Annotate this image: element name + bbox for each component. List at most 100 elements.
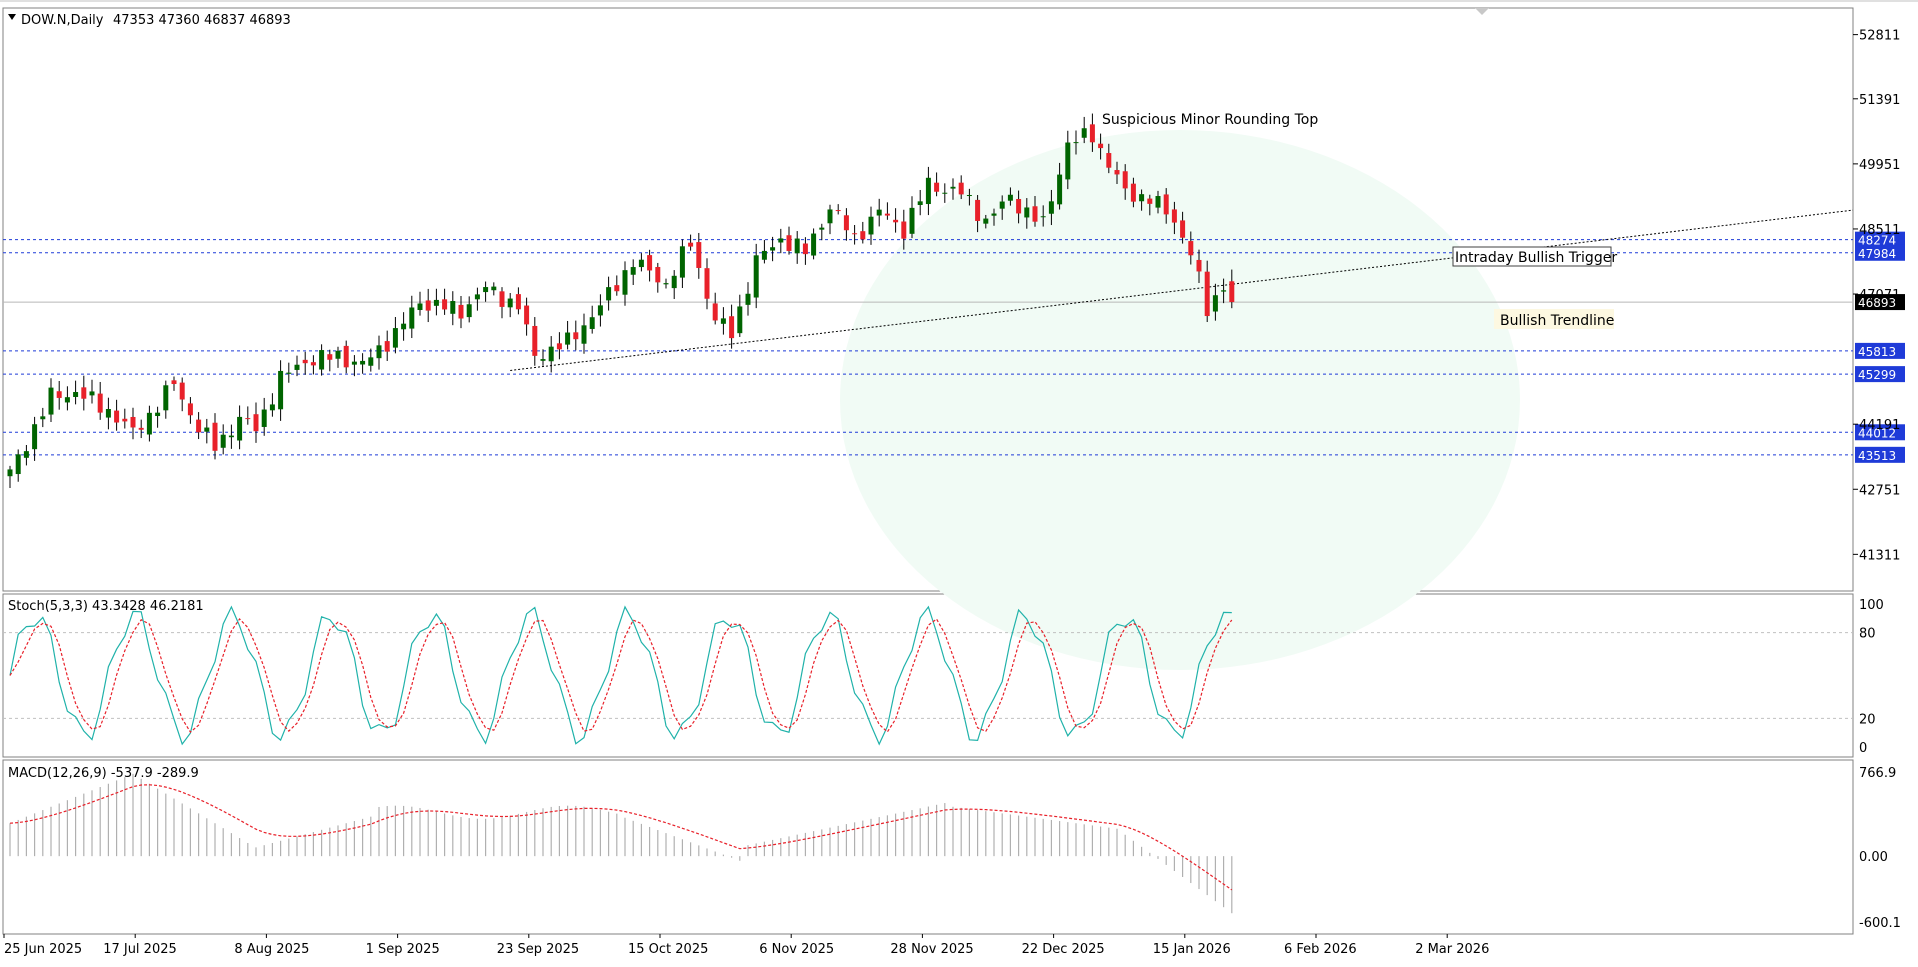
candle-down — [1130, 183, 1136, 202]
candle-up — [409, 307, 415, 329]
candle-down — [655, 266, 661, 283]
candle-down — [934, 182, 940, 192]
current-price-tag-label: 46893 — [1858, 296, 1896, 310]
date-tick-label: 15 Jan 2026 — [1153, 942, 1231, 957]
candle-up — [491, 286, 497, 291]
macd-tick-label: 0.00 — [1859, 850, 1888, 865]
candle-up — [868, 216, 874, 235]
candle-up — [507, 298, 513, 308]
level-price-tag — [1855, 366, 1905, 383]
level-price-tag — [1855, 342, 1905, 359]
candle-up — [360, 360, 366, 365]
shift-marker-icon[interactable] — [1475, 8, 1489, 15]
price-panel-frame — [2, 7, 1854, 592]
candle-down — [310, 362, 316, 366]
bullish-trendline — [510, 209, 1854, 371]
candle-up — [23, 451, 29, 458]
price-tick-label: 41311 — [1859, 548, 1900, 563]
candle-up — [679, 246, 685, 278]
candle-up — [433, 299, 439, 306]
candle-up — [548, 346, 554, 362]
candle-up — [146, 412, 152, 435]
candle-down — [532, 325, 538, 356]
candle-up — [917, 201, 923, 206]
candle-down — [56, 391, 62, 398]
candle-up — [261, 409, 267, 427]
candle-down — [114, 410, 120, 423]
macd-tick-label: 766.9 — [1859, 766, 1896, 781]
candle-up — [991, 213, 997, 216]
candle-up — [105, 408, 111, 418]
candle-up — [761, 250, 767, 260]
candle-up — [597, 305, 603, 316]
candle-up — [32, 424, 38, 450]
candles-group — [7, 113, 1235, 488]
candle-down — [97, 393, 103, 413]
stoch-panel-frame — [2, 593, 1854, 758]
level-price-tag-label: 47984 — [1858, 247, 1896, 261]
candle-down — [343, 345, 349, 368]
candle-up — [999, 201, 1005, 209]
candle-up — [1081, 128, 1087, 138]
candle-down — [122, 418, 128, 422]
candle-up — [589, 317, 595, 329]
stoch-tick-label: 0 — [1859, 741, 1867, 756]
candle-up — [1007, 194, 1013, 201]
candle-up — [622, 270, 628, 295]
candle-down — [1114, 170, 1120, 175]
candle-down — [802, 243, 808, 255]
candle-up — [237, 416, 243, 441]
stoch-main-line — [9, 605, 1232, 746]
candle-down — [901, 221, 907, 239]
candle-up — [417, 303, 423, 311]
candle-down — [975, 199, 981, 221]
candle-down — [696, 242, 702, 268]
candle-down — [1229, 281, 1235, 303]
candle-up — [73, 392, 79, 397]
candle-up — [204, 427, 210, 432]
candle-down — [860, 231, 866, 240]
candle-up — [770, 247, 776, 251]
candle-up — [983, 218, 989, 224]
candle-down — [458, 304, 464, 319]
price-tick-label: 51391 — [1859, 93, 1900, 108]
candle-down — [302, 359, 308, 364]
candle-down — [130, 416, 136, 428]
candle-down — [688, 242, 694, 247]
candle-up — [778, 238, 784, 243]
date-tick-label: 23 Sep 2025 — [497, 942, 579, 957]
candle-down — [1089, 124, 1095, 143]
candle-down — [1147, 198, 1153, 204]
date-tick-label: 8 Aug 2025 — [234, 942, 309, 957]
candle-down — [1032, 206, 1038, 222]
candle-down — [1098, 143, 1104, 149]
collapse-triangle-icon[interactable] — [8, 14, 16, 20]
level-price-tag-label: 48274 — [1858, 234, 1896, 248]
candle-up — [155, 412, 161, 417]
rounding-top-ellipse — [840, 130, 1520, 670]
candle-up — [876, 209, 882, 216]
stoch-tick-label: 20 — [1859, 712, 1876, 727]
candle-down — [515, 294, 521, 310]
date-tick-label: 6 Feb 2026 — [1284, 942, 1357, 957]
candle-up — [15, 454, 21, 475]
level-price-tag-label: 45813 — [1858, 345, 1896, 359]
candle-down — [245, 418, 251, 420]
candle-down — [556, 343, 562, 350]
candle-down — [425, 300, 431, 311]
candle-up — [1139, 194, 1145, 202]
candle-down — [196, 419, 202, 433]
candle-down — [171, 380, 177, 385]
trigger-annotation: Intraday Bullish Trigger — [1455, 250, 1617, 266]
date-tick-label: 28 Nov 2025 — [890, 942, 973, 957]
candle-down — [499, 291, 505, 307]
candle-down — [1106, 153, 1112, 168]
date-tick-label: 2 Mar 2026 — [1415, 942, 1489, 957]
trendline-annotation-box — [1494, 309, 1614, 329]
candle-up — [606, 287, 612, 301]
price-tick-label: 52811 — [1859, 29, 1900, 44]
price-tick-label: 42751 — [1859, 483, 1900, 498]
macd-group — [9, 773, 1233, 914]
candle-down — [327, 354, 333, 360]
